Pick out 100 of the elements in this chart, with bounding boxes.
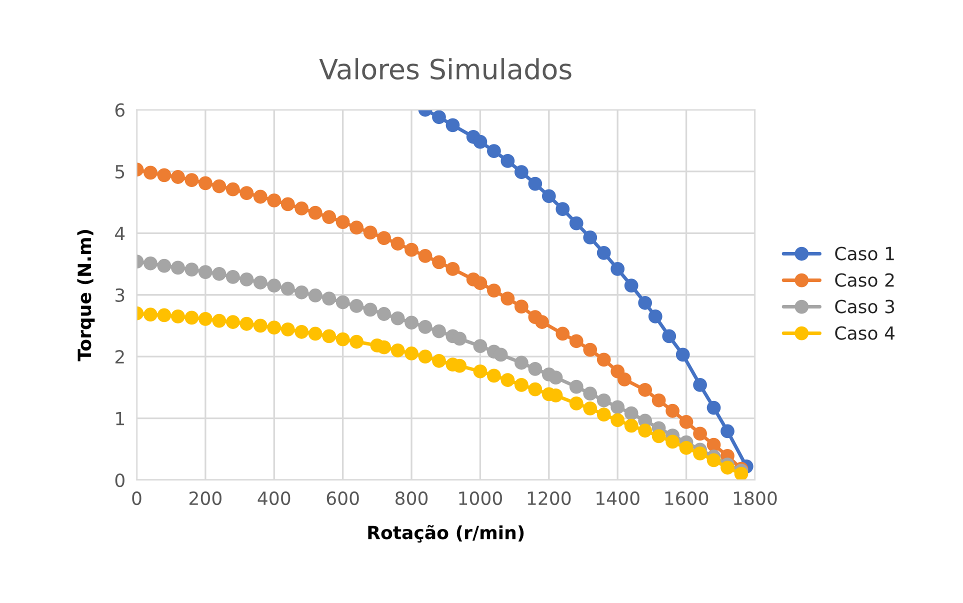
point — [679, 440, 694, 455]
point — [294, 285, 309, 300]
legend-label: Caso 2 — [835, 273, 894, 287]
point — [548, 370, 563, 384]
point — [267, 320, 282, 335]
point — [294, 202, 309, 216]
point — [157, 308, 172, 322]
point — [308, 326, 322, 341]
y-tick-label: 1 — [116, 412, 124, 426]
point — [473, 339, 488, 354]
point — [679, 415, 694, 429]
point — [706, 453, 721, 468]
point — [432, 110, 446, 124]
point — [535, 315, 549, 329]
point — [432, 255, 446, 270]
point — [184, 173, 199, 188]
point — [267, 278, 282, 293]
point — [198, 176, 212, 190]
point — [666, 434, 680, 449]
x-tick-label: 800 — [396, 491, 428, 506]
point — [363, 226, 378, 240]
point — [390, 311, 405, 326]
point — [171, 310, 185, 324]
point — [171, 170, 185, 184]
point — [583, 230, 598, 244]
point — [720, 424, 734, 438]
point — [144, 256, 158, 270]
x-tick-label: 200 — [190, 491, 222, 506]
point — [294, 324, 309, 339]
point — [280, 322, 295, 336]
point — [514, 356, 528, 370]
legend-label: Caso 1 — [835, 246, 894, 260]
point — [583, 342, 598, 357]
point — [144, 308, 158, 322]
y-tick-label: 2 — [115, 350, 124, 364]
legend-label: Caso 4 — [835, 326, 894, 340]
point — [487, 144, 501, 158]
point — [184, 310, 199, 325]
y-axis-title: Torque (N.m) — [77, 230, 95, 362]
point — [212, 266, 226, 281]
point — [610, 400, 625, 414]
point — [308, 288, 322, 302]
y-tick-label: 0 — [115, 473, 124, 488]
point — [514, 378, 528, 392]
y-tick-label: 4 — [115, 226, 125, 240]
point — [404, 242, 418, 257]
point — [528, 382, 542, 396]
x-tick-label: 1400 — [596, 491, 640, 506]
point — [446, 262, 460, 276]
legend-label: Caso 3 — [835, 300, 894, 314]
point — [280, 197, 295, 212]
point — [734, 466, 748, 480]
point — [638, 382, 652, 397]
point — [390, 236, 405, 251]
point — [336, 215, 350, 229]
point — [610, 262, 625, 276]
point — [253, 318, 268, 333]
point — [596, 393, 611, 408]
point — [500, 292, 515, 306]
point — [198, 312, 212, 326]
point — [473, 276, 488, 290]
point — [542, 189, 556, 204]
x-tick-label: 0 — [132, 491, 142, 506]
point — [706, 438, 721, 452]
point — [363, 302, 378, 317]
point — [198, 265, 212, 279]
point — [624, 278, 638, 293]
point — [693, 446, 707, 460]
point — [556, 202, 570, 216]
x-tick-label: 600 — [326, 491, 359, 506]
x-tick-label: 1600 — [665, 491, 708, 506]
point — [350, 220, 364, 235]
point — [446, 118, 460, 132]
point — [487, 284, 501, 298]
point — [240, 316, 254, 331]
point — [662, 329, 676, 344]
point — [253, 190, 268, 204]
point — [706, 400, 721, 415]
point — [157, 168, 172, 182]
chart-title: Valores Simulados — [319, 58, 572, 80]
point — [350, 299, 364, 313]
point — [226, 182, 240, 196]
point — [308, 206, 322, 220]
point — [184, 262, 199, 277]
point — [267, 194, 282, 208]
point — [404, 316, 418, 330]
point — [693, 378, 707, 392]
point — [473, 134, 488, 149]
point — [618, 372, 632, 386]
point — [212, 179, 226, 194]
point — [404, 346, 418, 360]
point — [652, 393, 666, 408]
point — [624, 406, 638, 420]
point — [226, 315, 240, 329]
x-tick-label: 1200 — [528, 491, 571, 506]
point — [596, 408, 611, 422]
point — [418, 249, 432, 263]
point — [666, 404, 680, 418]
x-tick-label: 1000 — [459, 491, 502, 506]
point — [569, 216, 584, 230]
